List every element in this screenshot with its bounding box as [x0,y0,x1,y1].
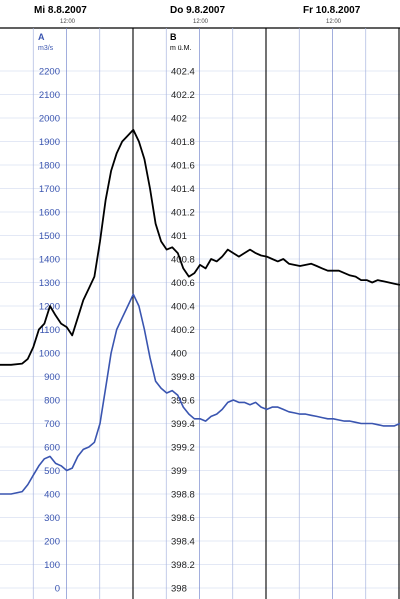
time-label-thu: 12:00 [193,19,209,25]
tick-label-b: 398.8 [171,490,195,501]
tick-label-b: 399.2 [171,443,195,454]
tick-label-a: 800 [44,396,60,407]
tick-label-b: 401.6 [171,161,195,172]
tick-label-b: 399.6 [171,396,195,407]
tick-label-b: 401 [171,231,187,242]
tick-label-a: 1900 [39,137,60,148]
tick-label-b: 400 [171,349,187,360]
tick-label-b: 401.8 [171,137,195,148]
time-label-fri: 12:00 [326,19,342,25]
tick-label-a: 1400 [39,255,60,266]
time-label-wed: 12:00 [60,19,76,25]
tick-label-b: 400.4 [171,302,195,313]
tick-label-b: 400.2 [171,325,195,336]
day-label-fri: Fr 10.8.2007 [303,5,361,16]
day-label-thu: Do 9.8.2007 [170,5,225,16]
tick-label-b: 398.2 [171,560,195,571]
tick-label-b: 398.6 [171,513,195,524]
tick-label-b: 399 [171,466,187,477]
vertical-gridlines [32,28,400,599]
tick-label-a: 2200 [39,67,60,78]
tick-label-b: 400.8 [171,255,195,266]
tick-label-a: 500 [44,466,60,477]
tick-label-a: 1000 [39,349,60,360]
tick-label-a: 1800 [39,161,60,172]
axis-a-unit: m3/s [38,45,54,52]
tick-label-b: 399.4 [171,419,195,430]
tick-label-a: 600 [44,443,60,454]
axis-a-letter: A [38,32,45,42]
tick-label-b: 402.2 [171,90,195,101]
tick-label-a: 400 [44,490,60,501]
tick-label-b: 401.2 [171,208,195,219]
tick-label-a: 1100 [40,325,60,336]
tick-label-a: 2000 [39,114,60,125]
tick-label-a: 200 [44,537,60,548]
tick-label-a: 1700 [39,184,60,195]
tick-label-a: 1600 [39,208,60,219]
series-line-discharge [0,293,400,495]
axis-b-unit: m ü.M. [170,45,191,52]
tick-label-a: 1300 [39,278,60,289]
day-label-wed: Mi 8.8.2007 [34,5,87,16]
tick-label-b: 398 [171,584,187,595]
series-line-level [0,128,400,366]
tick-label-b: 402 [171,114,187,125]
tick-label-b: 402.4 [171,67,195,78]
axis-b-tick-labels: 402.4 402.2 402 401.8 401.6 401.4 401.2 401 400.… [171,67,195,595]
tick-label-a: 0 [55,584,60,595]
tick-label-a: 100 [44,560,60,571]
axis-b-letter: B [170,32,177,42]
axis-b-header: B m ü.M. [170,32,191,52]
tick-label-b: 400.6 [171,278,195,289]
tick-label-b: 401.4 [171,184,195,195]
data-series [0,128,400,495]
tick-label-a: 300 [44,513,60,524]
tick-label-a: 700 [44,419,60,430]
tick-label-a: 900 [44,372,60,383]
tick-label-b: 399.8 [171,372,195,383]
tick-label-a: 2100 [39,90,60,101]
tick-label-a: 1500 [39,231,60,242]
axis-a-tick-labels: 2200210020001900180017001600150014001300… [39,67,60,595]
axis-a-header: A m3/s [38,32,54,52]
tick-label-b: 398.4 [171,537,195,548]
